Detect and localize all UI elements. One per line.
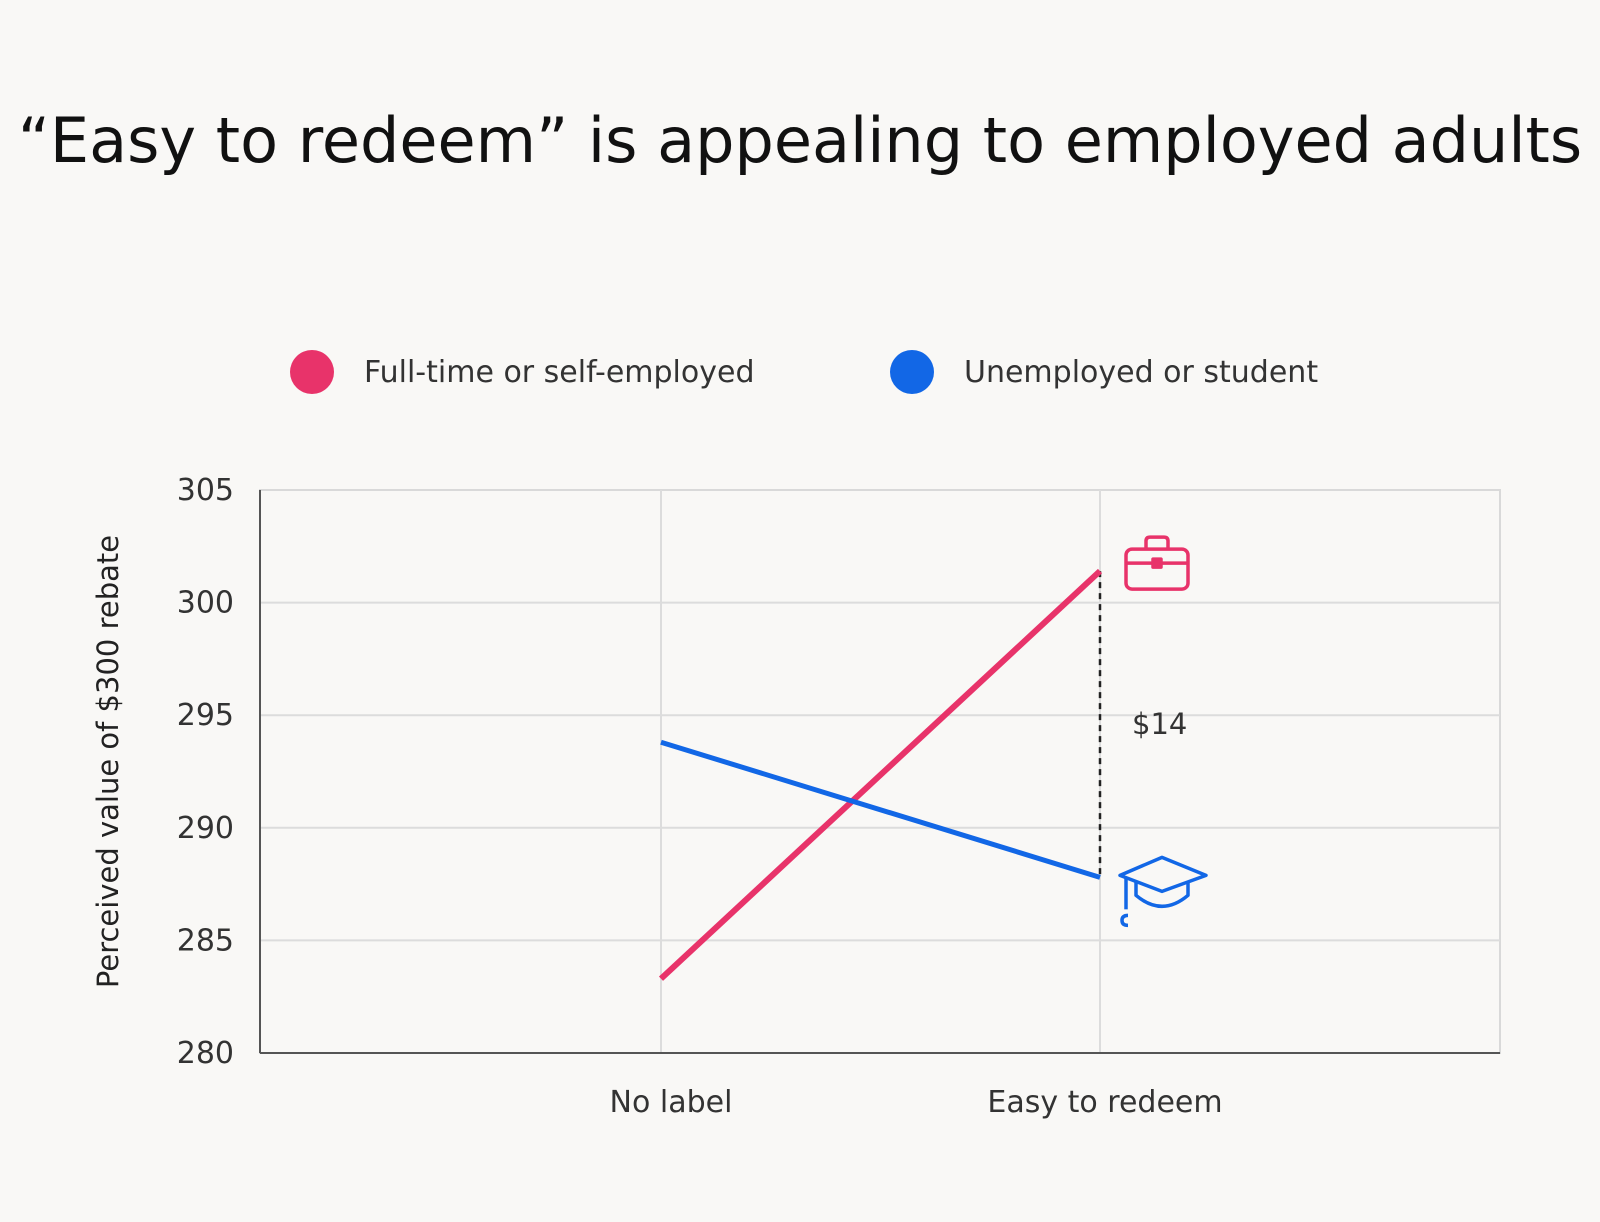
legend-label-full-time: Full-time or self-employed bbox=[364, 354, 755, 390]
y-tick-label: 300 bbox=[177, 586, 234, 621]
legend-item-full-time: Full-time or self-employed bbox=[290, 348, 755, 396]
x-tick-label: No label bbox=[610, 1085, 733, 1120]
series-line-unemployed bbox=[660, 739, 1101, 880]
chart-title: “Easy to redeem” is appealing to employe… bbox=[17, 104, 1583, 177]
y-tick-label: 295 bbox=[177, 698, 234, 733]
briefcase-icon bbox=[1124, 535, 1190, 591]
y-tick-label: 280 bbox=[177, 1036, 234, 1071]
y-axis-label: Perceived value of $300 rebate bbox=[91, 535, 125, 988]
legend-swatch-full-time bbox=[290, 350, 334, 394]
legend-swatch-unemployed bbox=[890, 350, 934, 394]
y-tick-label: 305 bbox=[177, 473, 234, 508]
series-line-full-time bbox=[658, 568, 1103, 981]
difference-label: $14 bbox=[1132, 707, 1187, 741]
legend-label-unemployed: Unemployed or student bbox=[964, 354, 1319, 390]
legend-item-unemployed: Unemployed or student bbox=[890, 348, 1318, 396]
y-tick-label: 285 bbox=[177, 923, 234, 958]
x-tick-label: Easy to redeem bbox=[987, 1085, 1222, 1120]
graduation-cap-icon bbox=[1118, 855, 1208, 928]
y-tick-label: 290 bbox=[177, 811, 234, 846]
